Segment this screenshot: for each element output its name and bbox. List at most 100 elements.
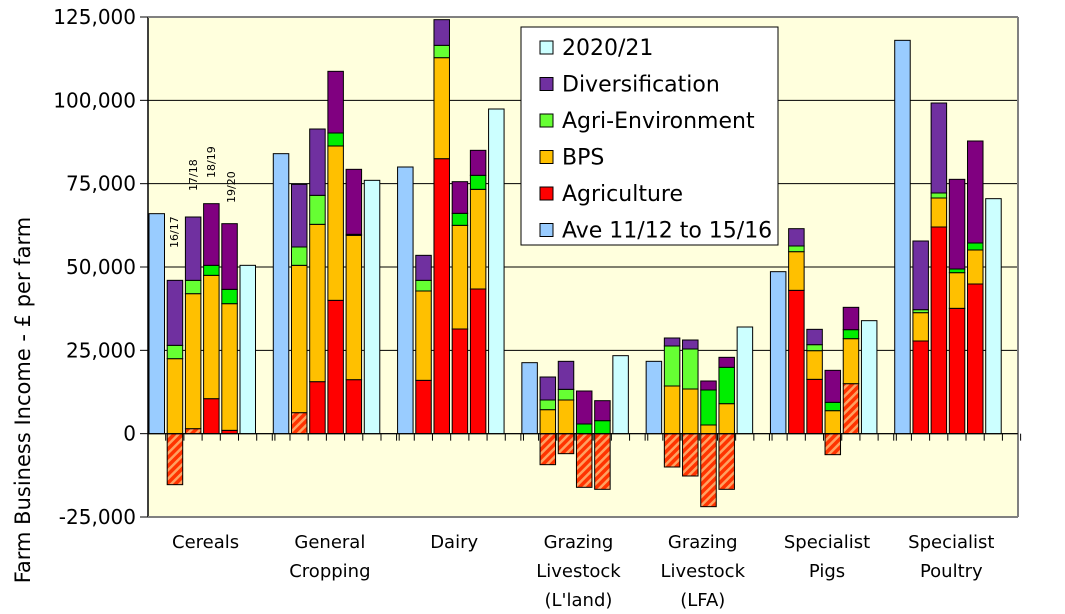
- bar-segment-bps: [433, 57, 450, 160]
- x-category-label-line: Grazing: [668, 532, 738, 553]
- year-label: 17/18: [187, 159, 200, 191]
- bar-group: [148, 203, 256, 486]
- bar-segment-agriculture: [967, 283, 984, 435]
- bar-segment-agri-environment: [788, 245, 805, 253]
- x-category-label-line: Specialist: [908, 532, 994, 553]
- bar-segment-diversification: [948, 178, 966, 270]
- bar-segment-agri-environment: [718, 366, 735, 405]
- y-axis: -25,000 0 25,000 50,000 75,000 100,000 125,000: [53, 5, 1019, 529]
- bar-segment-bps: [451, 224, 469, 330]
- bar-segment-bps: [912, 312, 929, 342]
- bar-segment-agri-environment: [663, 345, 681, 387]
- bar-ave-11-12-to-15-16: [894, 39, 911, 435]
- bar-segment-diversification: [824, 369, 842, 403]
- bar-segment-diversification: [309, 128, 326, 196]
- bar-segment-agriculture: [912, 340, 929, 435]
- x-category-label-line: (LFA): [680, 590, 725, 611]
- bar-ave-11-12-to-15-16: [397, 166, 414, 435]
- legend-swatch: [539, 77, 554, 91]
- legend-box: [520, 26, 779, 246]
- y-tick-label: 75,000: [66, 172, 136, 196]
- bar-segment-agriculture: [166, 433, 184, 486]
- legend-label: Ave 11/12 to 15/16: [562, 219, 772, 244]
- x-category-label: Specialist Poultry: [908, 532, 994, 582]
- x-category-label-line: Dairy: [430, 532, 478, 553]
- bar-segment-agriculture: [557, 433, 575, 455]
- bar-2020-21: [612, 355, 629, 435]
- bar-2020-21: [363, 179, 381, 435]
- bar-segment-agriculture: [539, 433, 557, 466]
- bar-segment-agri-environment: [700, 389, 717, 426]
- bar-segment-agri-environment: [184, 279, 202, 295]
- x-category-label-line: Cropping: [289, 561, 370, 582]
- bar-segment-agri-environment: [309, 194, 326, 225]
- bar-segment-diversification: [203, 203, 220, 266]
- x-category-label-line: Specialist: [784, 532, 870, 553]
- bar-ave-11-12-to-15-16: [645, 360, 663, 435]
- x-category-label-line: Poultry: [920, 561, 983, 582]
- bar-segment-diversification: [557, 360, 575, 390]
- bar-segment-bps: [948, 272, 966, 309]
- bar-segment-diversification: [700, 380, 717, 391]
- bar-segment-bps: [930, 197, 948, 228]
- x-category-label: Cereals: [172, 532, 239, 553]
- x-axis: Cereals General Cropping Dairy Grazing Livest…: [148, 433, 1022, 611]
- bar-segment-diversification: [682, 339, 699, 350]
- bar-segment-diversification: [788, 228, 805, 247]
- bar-segment-diversification: [451, 181, 469, 214]
- x-category-label: Specialist Pigs: [784, 532, 870, 582]
- legend-label: Agriculture: [562, 182, 683, 207]
- bar-segment-diversification: [290, 183, 308, 248]
- bar-segment-agriculture: [842, 383, 860, 435]
- bar-segment-diversification: [663, 337, 681, 347]
- bar-segment-bps: [345, 234, 363, 381]
- bar-segment-agriculture: [930, 226, 948, 435]
- bar-segment-agriculture: [184, 428, 202, 435]
- bar-segment-agriculture: [290, 412, 308, 435]
- x-category-label-line: Cereals: [172, 532, 239, 553]
- bar-segment-agriculture: [594, 433, 611, 490]
- year-label: 18/19: [205, 146, 218, 178]
- bar-segment-bps: [682, 388, 699, 435]
- bar-segment-agriculture: [682, 433, 699, 477]
- x-category-label-line: Livestock: [660, 561, 745, 582]
- bar-ave-11-12-to-15-16: [521, 362, 538, 435]
- bar-segment-agri-environment: [433, 44, 450, 59]
- bar-segment-bps: [967, 249, 984, 285]
- bar-segment-agriculture: [451, 328, 469, 435]
- bar-segment-agriculture: [309, 381, 326, 435]
- bars: [148, 19, 1002, 508]
- x-category-label-line: General: [294, 532, 365, 553]
- bar-segment-diversification: [415, 254, 432, 281]
- bar-segment-agriculture: [824, 433, 842, 456]
- year-label: 16/17: [168, 216, 181, 248]
- bar-segment-agri-environment: [594, 420, 611, 435]
- x-category-label-line: Pigs: [809, 561, 845, 582]
- legend-label: 2020/21: [562, 36, 653, 61]
- bar-segment-agriculture: [718, 433, 735, 490]
- bar-segment-diversification: [842, 306, 860, 331]
- bar-segment-diversification: [345, 168, 363, 235]
- bar-segment-agri-environment: [327, 132, 344, 147]
- legend-swatch: [539, 150, 554, 164]
- bar-group: [397, 19, 505, 435]
- legend-item: 2020/21: [539, 36, 653, 61]
- bar-segment-diversification: [594, 400, 611, 422]
- bar-segment-diversification: [166, 279, 184, 346]
- legend-swatch: [539, 113, 554, 128]
- bar-segment-agri-environment: [682, 348, 699, 390]
- bar-segment-diversification: [967, 140, 984, 244]
- x-category-label: Grazing Livestock (L'land): [536, 532, 621, 611]
- bar-segment-bps: [539, 409, 557, 435]
- bar-segment-agri-environment: [221, 288, 238, 305]
- bar-segment-agri-environment: [842, 329, 860, 340]
- bar-segment-agriculture: [788, 289, 805, 435]
- bar-segment-bps: [469, 188, 487, 290]
- bar-segment-bps: [806, 350, 823, 380]
- bar-segment-diversification: [539, 376, 557, 401]
- bar-segment-agriculture: [345, 379, 363, 435]
- bar-segment-bps: [557, 399, 575, 435]
- bar-segment-bps: [718, 403, 735, 435]
- bar-segment-agri-environment: [469, 174, 487, 190]
- legend-item: Ave 11/12 to 15/16: [539, 219, 772, 244]
